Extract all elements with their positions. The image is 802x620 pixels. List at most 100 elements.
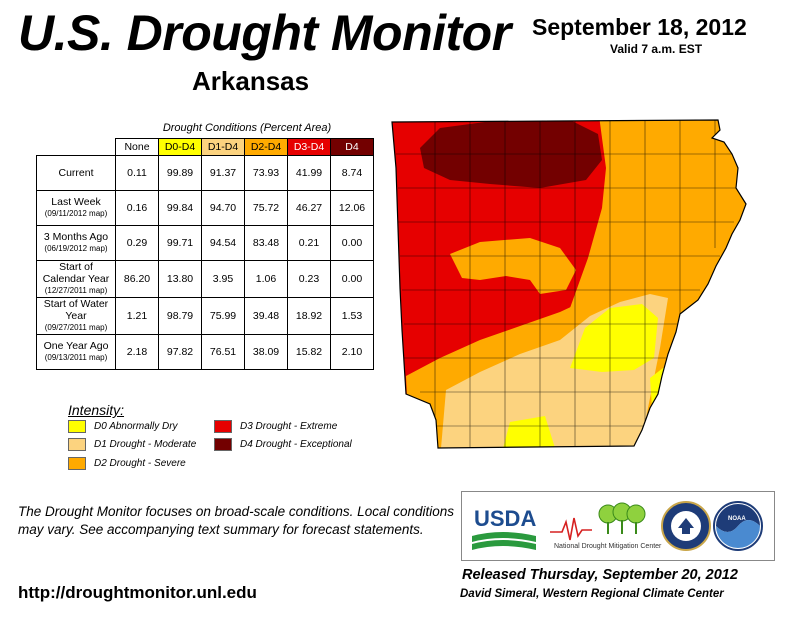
row-label-text: Start of Water Year xyxy=(43,298,109,322)
legend-label-d1: D1 Drought - Moderate xyxy=(94,439,197,450)
table-cell: 0.21 xyxy=(287,225,331,261)
table-cell: 94.70 xyxy=(201,190,245,226)
table-caption: Drought Conditions (Percent Area) xyxy=(162,122,332,134)
row-label-date: (12/27/2011 map) xyxy=(44,286,108,295)
row-label: 3 Months Ago (06/19/2012 map) xyxy=(36,225,116,261)
page-title: U.S. Drought Monitor xyxy=(18,5,511,61)
legend-swatch-d1 xyxy=(68,438,86,451)
county-lines xyxy=(396,120,738,448)
row-label-text: 3 Months Ago xyxy=(43,231,109,243)
legend-item-d1: D1 Drought - Moderate xyxy=(68,438,196,451)
legend-item-d0: D0 Abnormally Dry xyxy=(68,420,178,433)
d0-region-central xyxy=(570,304,658,372)
column-header-none: None xyxy=(115,138,159,156)
table-cell: 13.80 xyxy=(158,260,202,298)
legend-item-d4: D4 Drought - Exceptional xyxy=(214,438,352,451)
d0-region-south xyxy=(500,416,555,448)
legend-label-d2: D2 Drought - Severe xyxy=(94,458,186,469)
column-header-d2-d4: D2-D4 xyxy=(244,138,288,156)
ndmc-logo: National Drought Mitigation Center xyxy=(550,502,662,550)
legend-title: Intensity: xyxy=(68,402,125,418)
legend-label-d3: D3 Drought - Extreme xyxy=(240,421,338,432)
legend-label-d4: D4 Drought - Exceptional xyxy=(240,439,352,450)
table-row: Last Week (09/11/2012 map) 0.16 99.84 94.70 7… xyxy=(36,190,374,226)
table-cell: 76.51 xyxy=(201,334,245,370)
row-label-date: (09/11/2012 map) xyxy=(44,209,108,218)
valid-time: Valid 7 a.m. EST xyxy=(610,42,703,56)
website-link[interactable]: http://droughtmonitor.unl.edu xyxy=(18,583,257,602)
state-name: Arkansas xyxy=(192,66,310,96)
table-row: 3 Months Ago (06/19/2012 map) 0.29 99.71 94.… xyxy=(36,225,374,261)
legend-swatch-d3 xyxy=(214,420,232,433)
table-cell: 0.11 xyxy=(115,155,159,191)
table-cell: 0.16 xyxy=(115,190,159,226)
noaa-logo-icon: NOAA xyxy=(713,501,763,551)
d2-region-central xyxy=(450,238,576,294)
table-cell: 12.06 xyxy=(330,190,374,226)
table-cell: 0.23 xyxy=(287,260,331,298)
table-row: Start of Water Year (09/27/2011 map) 1.21 9… xyxy=(36,297,374,335)
column-header-d1-d4: D1-D4 xyxy=(201,138,245,156)
table-cell: 1.06 xyxy=(244,260,288,298)
table-cell: 2.18 xyxy=(115,334,159,370)
noaa-logo-text: NOAA xyxy=(728,516,746,522)
row-label-text: Start of Calendar Year xyxy=(42,261,110,285)
legend-item-d2: D2 Drought - Severe xyxy=(68,457,186,470)
usda-logo-text: USDA xyxy=(474,506,536,531)
row-label: One Year Ago (09/13/2011 map) xyxy=(36,334,116,370)
table-row: One Year Ago (09/13/2011 map) 2.18 97.82 76.… xyxy=(36,334,374,370)
row-label-date: (09/27/2011 map) xyxy=(44,323,108,332)
table-cell: 0.29 xyxy=(115,225,159,261)
legend-swatch-d2 xyxy=(68,457,86,470)
table-cell: 18.92 xyxy=(287,297,331,335)
author-credit: David Simeral, Western Regional Climate … xyxy=(460,588,724,600)
table-cell: 3.95 xyxy=(201,260,245,298)
table-cell: 38.09 xyxy=(244,334,288,370)
ndmc-logo-text: National Drought Mitigation Center xyxy=(554,543,662,550)
table-cell: 2.10 xyxy=(330,334,374,370)
row-label-text: One Year Ago xyxy=(43,340,109,352)
table-cell: 91.37 xyxy=(201,155,245,191)
table-cell: 46.27 xyxy=(287,190,331,226)
legend-swatch-d4 xyxy=(214,438,232,451)
row-label-text: Last Week xyxy=(51,196,101,208)
column-header-d4: D4 xyxy=(330,138,374,156)
drought-stats-table: None D0-D4 D1-D4 D2-D4 D3-D4 D4 Current 0… xyxy=(36,138,374,370)
row-label-date: (06/19/2012 map) xyxy=(44,244,108,253)
table-cell: 1.21 xyxy=(115,297,159,335)
table-cell: 0.00 xyxy=(330,260,374,298)
arkansas-drought-map xyxy=(391,119,747,449)
table-cell: 15.82 xyxy=(287,334,331,370)
table-cell: 94.54 xyxy=(201,225,245,261)
row-label-text: Current xyxy=(58,167,94,179)
doc-seal-icon xyxy=(661,501,711,551)
disclaimer-text: The Drought Monitor focuses on broad-sca… xyxy=(18,504,454,537)
logos-svg: USDA National Drought Mitigation Center … xyxy=(472,501,763,551)
table-cell: 39.48 xyxy=(244,297,288,335)
table-cell: 99.84 xyxy=(158,190,202,226)
table-cell: 86.20 xyxy=(115,260,159,298)
row-label: Start of Calendar Year (12/27/2011 map) xyxy=(36,260,116,298)
table-cell: 83.48 xyxy=(244,225,288,261)
table-cell: 0.00 xyxy=(330,225,374,261)
table-header-row: None D0-D4 D1-D4 D2-D4 D3-D4 D4 xyxy=(37,138,374,156)
table-row: Current 0.11 99.89 91.37 73.93 41.99 8.74 xyxy=(36,155,374,191)
column-header-d3-d4: D3-D4 xyxy=(287,138,331,156)
table-cell: 75.99 xyxy=(201,297,245,335)
agency-logos: USDA National Drought Mitigation Center … xyxy=(461,491,775,561)
table-cell: 8.74 xyxy=(330,155,374,191)
legend-item-d3: D3 Drought - Extreme xyxy=(214,420,337,433)
map-date: September 18, 2012 xyxy=(532,14,747,40)
table-cell: 98.79 xyxy=(158,297,202,335)
row-label: Last Week (09/11/2012 map) xyxy=(36,190,116,226)
row-label: Current xyxy=(36,155,116,191)
row-label-date: (09/13/2011 map) xyxy=(44,353,108,362)
table-cell: 1.53 xyxy=(330,297,374,335)
column-header-d0-d4: D0-D4 xyxy=(158,138,202,156)
legend-swatch-d0 xyxy=(68,420,86,433)
row-label: Start of Water Year (09/27/2011 map) xyxy=(36,297,116,335)
table-cell: 99.71 xyxy=(158,225,202,261)
usda-logo: USDA xyxy=(472,506,536,550)
legend-label-d0: D0 Abnormally Dry xyxy=(94,421,178,432)
table-row: Start of Calendar Year (12/27/2011 map) 86… xyxy=(36,260,374,298)
